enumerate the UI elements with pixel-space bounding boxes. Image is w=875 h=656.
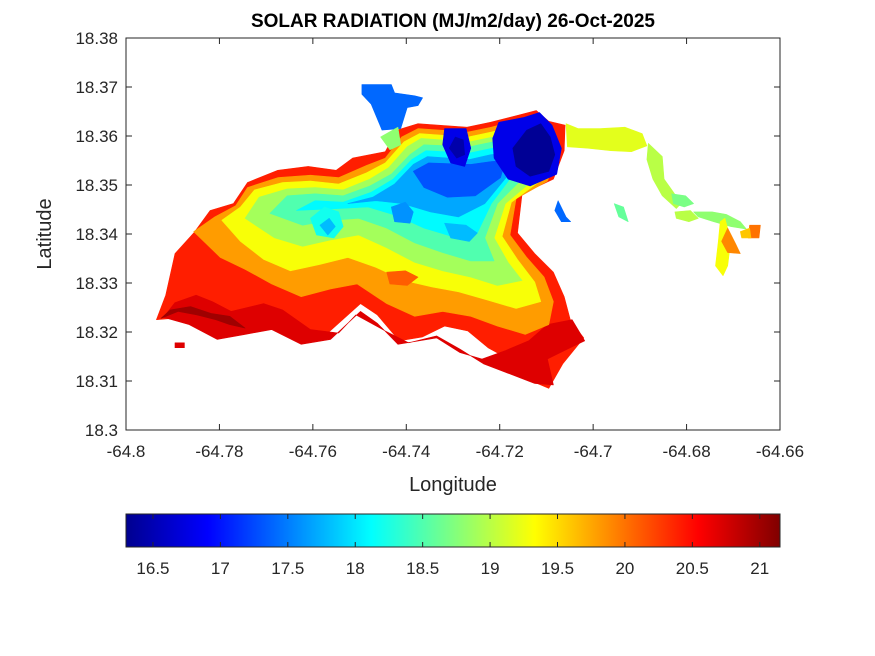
heatmap-region-20 <box>386 270 419 286</box>
heatmap-region-19 <box>319 218 336 236</box>
colorbar <box>125 513 781 548</box>
x-tick-label: -64.7 <box>574 442 613 461</box>
heatmap-region-23 <box>671 193 694 208</box>
heatmap-region-32 <box>174 342 185 349</box>
y-tick-label: 18.31 <box>75 372 118 391</box>
colorbar-tick-label: 19 <box>481 559 500 578</box>
colorbar-tick-label: 18 <box>346 559 365 578</box>
y-tick-label: 18.3 <box>85 421 118 440</box>
y-tick-label: 18.38 <box>75 29 118 48</box>
heatmap-regions <box>156 84 761 389</box>
heatmap-region-31 <box>613 203 629 222</box>
heatmap-region-30 <box>554 200 572 222</box>
heatmap-region-13 <box>448 136 466 159</box>
x-axis: -64.8 -64.78 -64.76 -64.74 -64.72 -64.7 -64.68… <box>107 38 804 461</box>
colorbar-tick-label: 18.5 <box>406 559 439 578</box>
x-tick-label: -64.66 <box>756 442 804 461</box>
colorbar-tick-label: 17.5 <box>271 559 304 578</box>
heatmap-region-16 <box>390 201 414 224</box>
x-tick-label: -64.68 <box>662 442 710 461</box>
colorbar-tick-label: 19.5 <box>541 559 574 578</box>
colorbar-tick-label: 21 <box>750 559 769 578</box>
heatmap-region-21 <box>565 123 648 152</box>
heatmap-region-27 <box>721 227 741 254</box>
heatmap-region-15 <box>380 126 402 150</box>
x-tick-label: -64.72 <box>476 442 524 461</box>
y-tick-label: 18.34 <box>75 225 118 244</box>
y-tick-label: 18.37 <box>75 78 118 97</box>
chart-title: SOLAR RADIATION (MJ/m2/day) 26-Oct-2025 <box>251 11 655 32</box>
x-tick-label: -64.8 <box>107 442 146 461</box>
heatmap-region-24 <box>674 210 699 222</box>
y-tick-label: 18.36 <box>75 127 118 146</box>
x-tick-label: -64.74 <box>382 442 430 461</box>
y-axis-label: Latitude <box>34 198 56 269</box>
heatmap-region-1 <box>163 294 586 386</box>
y-tick-label: 18.32 <box>75 323 118 342</box>
colorbar-tick-label: 20.5 <box>676 559 709 578</box>
y-tick-label: 18.35 <box>75 176 118 195</box>
colorbar-ticks: 16.5 17 17.5 18 18.5 19 19.5 20 20.5 21 <box>136 514 769 578</box>
x-axis-label: Longitude <box>409 474 497 496</box>
x-tick-label: -64.78 <box>195 442 243 461</box>
heatmap-region-2 <box>160 306 246 329</box>
x-tick-label: -64.76 <box>289 442 337 461</box>
heatmap-region-29 <box>739 227 752 239</box>
colorbar-tick-label: 16.5 <box>136 559 169 578</box>
heatmap-region-12 <box>512 123 556 177</box>
heatmap-region-14 <box>361 84 423 131</box>
y-tick-label: 18.33 <box>75 274 118 293</box>
heatmap-region-17 <box>444 222 478 242</box>
y-axis: 18.3 18.31 18.32 18.33 18.34 18.35 18.36 18.37 1… <box>75 29 780 440</box>
colorbar-tick-label: 17 <box>211 559 230 578</box>
colorbar-tick-label: 20 <box>615 559 634 578</box>
heatmap-region-22 <box>646 143 682 209</box>
